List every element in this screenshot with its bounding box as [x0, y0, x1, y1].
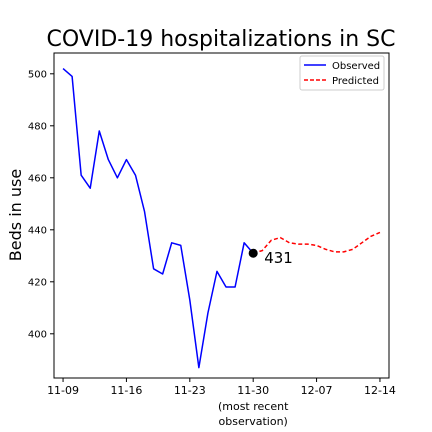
series-line-observed [62, 68, 254, 369]
y-ticks: 400 420 440 460 480 500 [28, 69, 54, 340]
x-tick-label: 11-16 [110, 384, 142, 397]
x-tick-label: 12-14 [364, 384, 396, 397]
x-tick-label: 11-09 [47, 384, 79, 397]
series-layer [62, 68, 381, 369]
legend-observed-label: Observed [332, 61, 380, 72]
x-tick-sublabel: (most recent [218, 400, 289, 413]
annotation-marker [248, 248, 258, 258]
y-tick-label: 400 [28, 329, 47, 340]
x-tick-label: 11-30 [237, 384, 269, 397]
legend-predicted-label: Predicted [332, 76, 379, 87]
y-tick-label: 440 [28, 225, 47, 236]
plot-frame [53, 52, 390, 379]
annotation-layer: 431 [248, 248, 293, 267]
y-axis-label: Beds in use [6, 169, 25, 261]
x-tick-label: 11-23 [174, 384, 206, 397]
x-tick-label: 12-07 [301, 384, 333, 397]
y-tick-label: 420 [28, 277, 47, 288]
chart-title: COVID-19 hospitalizations in SC [47, 27, 396, 52]
x-ticks: 11-09 11-16 11-23 11-30 (most recent observat… [47, 378, 396, 428]
series-line-predicted [252, 231, 381, 254]
annotation-label: 431 [264, 249, 293, 267]
y-tick-label: 460 [28, 173, 47, 184]
y-tick-label: 480 [28, 121, 47, 132]
y-tick-label: 500 [28, 69, 47, 80]
x-tick-sublabel: observation) [219, 415, 288, 428]
legend: Observed Predicted [299, 55, 385, 91]
